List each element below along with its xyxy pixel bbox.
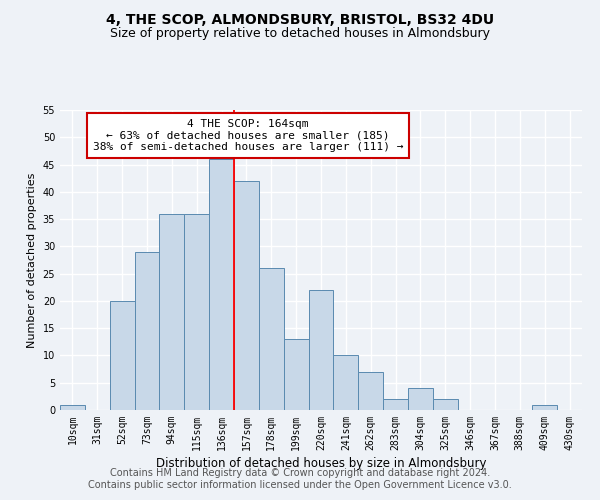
Text: Contains public sector information licensed under the Open Government Licence v3: Contains public sector information licen… (88, 480, 512, 490)
Bar (259, 268, 284, 410)
Text: Size of property relative to detached houses in Almondsbury: Size of property relative to detached ho… (110, 28, 490, 40)
Bar (234, 181, 259, 410)
X-axis label: Distribution of detached houses by size in Almondsbury: Distribution of detached houses by size … (156, 457, 486, 470)
Bar (134, 252, 160, 410)
Bar (60, 404, 85, 410)
Bar (209, 159, 234, 410)
Text: 4 THE SCOP: 164sqm
← 63% of detached houses are smaller (185)
38% of semi-detach: 4 THE SCOP: 164sqm ← 63% of detached hou… (92, 119, 403, 152)
Y-axis label: Number of detached properties: Number of detached properties (27, 172, 37, 348)
Bar (184, 214, 209, 410)
Bar (383, 399, 408, 410)
Bar (408, 388, 433, 410)
Text: 4, THE SCOP, ALMONDSBURY, BRISTOL, BS32 4DU: 4, THE SCOP, ALMONDSBURY, BRISTOL, BS32 … (106, 12, 494, 26)
Bar (284, 339, 308, 410)
Bar (160, 214, 184, 410)
Bar (334, 356, 358, 410)
Bar (358, 372, 383, 410)
Text: Contains HM Land Registry data © Crown copyright and database right 2024.: Contains HM Land Registry data © Crown c… (110, 468, 490, 477)
Bar (110, 301, 134, 410)
Bar (433, 399, 458, 410)
Bar (308, 290, 334, 410)
Bar (532, 404, 557, 410)
